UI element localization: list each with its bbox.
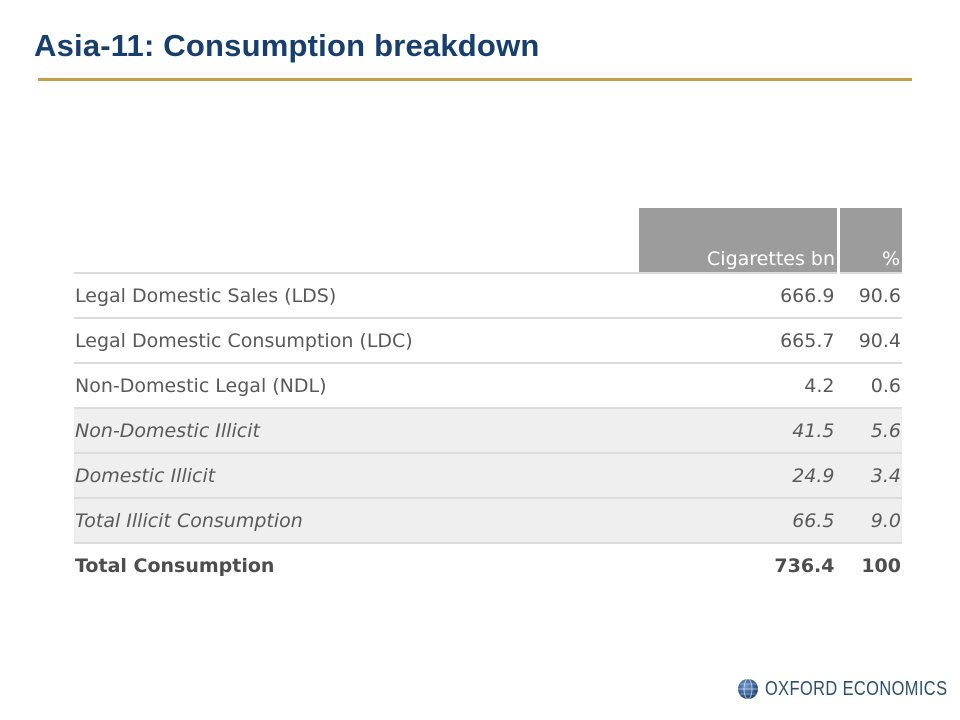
row-label: Domestic Illicit: [74, 452, 639, 498]
header-cigarettes: Cigarettes bn: [639, 208, 840, 273]
table-total-row: Total Consumption 736.4 100: [74, 542, 902, 587]
globe-icon: [738, 678, 758, 700]
table-row: Non-Domestic Legal (NDL) 4.2 0.6: [74, 362, 902, 408]
oxford-economics-logo: OXFORD ECONOMICS: [737, 677, 960, 701]
row-percent: 9.0: [838, 497, 902, 543]
page-title: Asia-11: Consumption breakdown: [34, 28, 540, 63]
row-percent: 3.4: [838, 452, 902, 498]
header-blank: [74, 208, 639, 273]
row-label: Total Illicit Consumption: [74, 497, 639, 543]
header-percent: %: [838, 208, 902, 273]
table-row: Total Illicit Consumption 66.5 9.0: [74, 497, 902, 543]
row-percent: 90.4: [838, 317, 902, 363]
table-row: Legal Domestic Sales (LDS) 666.9 90.6: [74, 272, 902, 318]
table-header-row: Cigarettes bn %: [74, 208, 902, 273]
row-label: Legal Domestic Sales (LDS): [74, 272, 639, 318]
row-label: Non-Domestic Legal (NDL): [74, 362, 639, 408]
row-label: Legal Domestic Consumption (LDC): [74, 317, 639, 363]
title-divider: [38, 78, 912, 81]
row-cigarettes: 4.2: [639, 362, 839, 408]
table-row: Non-Domestic Illicit 41.5 5.6: [74, 407, 902, 453]
row-label: Non-Domestic Illicit: [74, 407, 639, 453]
row-percent: 5.6: [838, 407, 902, 453]
row-percent: 0.6: [838, 362, 902, 408]
row-cigarettes: 66.5: [639, 497, 839, 543]
row-percent: 100: [838, 542, 902, 587]
logo-text: OXFORD ECONOMICS: [765, 677, 948, 700]
row-cigarettes: 736.4: [639, 542, 839, 587]
row-cigarettes: 665.7: [639, 317, 839, 363]
row-percent: 90.6: [838, 272, 902, 318]
table-row: Legal Domestic Consumption (LDC) 665.7 9…: [74, 317, 902, 363]
consumption-table: Cigarettes bn % Legal Domestic Sales (LD…: [74, 208, 902, 587]
table-row: Domestic Illicit 24.9 3.4: [74, 452, 902, 498]
row-cigarettes: 41.5: [639, 407, 839, 453]
row-cigarettes: 666.9: [639, 272, 839, 318]
row-cigarettes: 24.9: [639, 452, 839, 498]
row-label: Total Consumption: [74, 542, 639, 587]
